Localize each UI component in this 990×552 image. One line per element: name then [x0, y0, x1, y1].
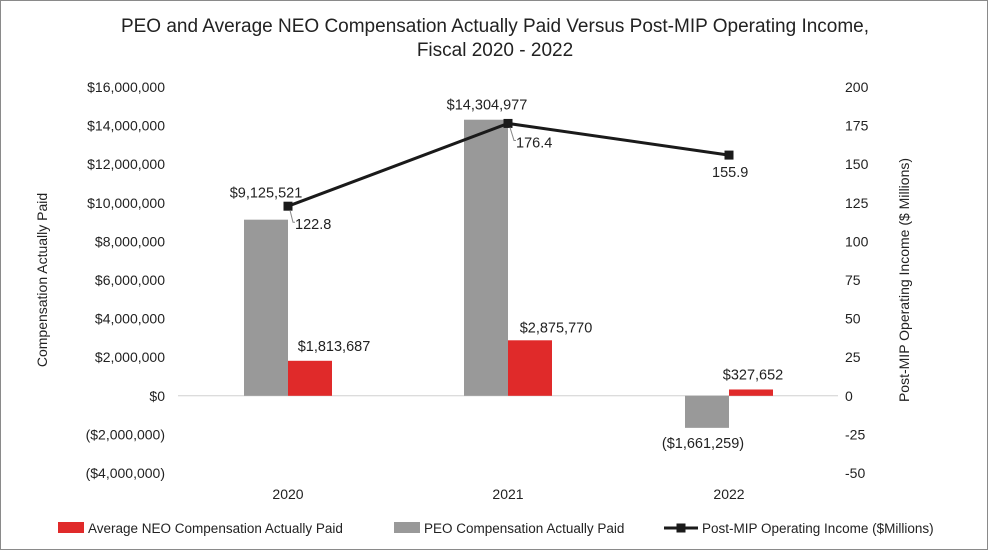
y-right-tick-label: 150 — [845, 156, 869, 172]
y-left-tick-labels: $16,000,000 $14,000,000 $12,000,000 $10,000… — [86, 79, 166, 481]
y-right-tick-label: 125 — [845, 195, 869, 211]
legend: Average NEO Compensation Actually Paid PE… — [58, 521, 934, 536]
legend-swatch — [58, 522, 84, 533]
y-right-tick-label: -50 — [845, 465, 865, 481]
operating-income-data-label: 122.8 — [295, 217, 331, 233]
operating-income-leader-line — [289, 210, 295, 223]
legend-marker — [676, 523, 686, 533]
y-right-tick-label: 175 — [845, 118, 869, 134]
y-left-tick-label: $4,000,000 — [95, 311, 165, 327]
operating-income-data-label: 176.4 — [516, 135, 552, 151]
x-tick-label: 2020 — [272, 486, 303, 502]
y-right-tick-labels: 200 175 150 125 100 75 50 25 0 -25 -50 — [845, 79, 869, 481]
legend-label: Average NEO Compensation Actually Paid — [88, 521, 343, 536]
y-left-axis-title: Compensation Actually Paid — [34, 193, 50, 367]
x-tick-labels: 2020 2021 2022 — [272, 486, 744, 502]
peo-data-label: ($1,661,259) — [662, 436, 744, 452]
operating-income-marker — [283, 201, 293, 211]
chart-title: PEO and Average NEO Compensation Actuall… — [121, 16, 869, 61]
y-left-tick-label: $2,000,000 — [95, 349, 165, 365]
x-tick-label: 2021 — [492, 486, 523, 502]
y-right-tick-label: 25 — [845, 349, 861, 365]
neo-bar — [729, 389, 773, 396]
peo-bar — [464, 119, 508, 396]
y-left-tick-label: $0 — [149, 388, 165, 404]
operating-income-leader-line — [509, 127, 516, 141]
peo-bar — [685, 395, 729, 428]
chart-title-line-1: PEO and Average NEO Compensation Actuall… — [121, 16, 869, 37]
y-left-tick-label: $14,000,000 — [87, 118, 165, 134]
y-left-tick-label: $6,000,000 — [95, 272, 165, 288]
y-right-tick-label: -25 — [845, 426, 865, 442]
operating-income-data-label: 155.9 — [712, 165, 748, 181]
operating-income-marker — [724, 150, 734, 160]
peo-data-label: $9,125,521 — [230, 186, 303, 202]
neo-data-label: $1,813,687 — [298, 339, 371, 355]
y-left-tick-label: ($2,000,000) — [86, 426, 165, 442]
y-left-tick-label: ($4,000,000) — [86, 465, 165, 481]
neo-bar — [288, 360, 332, 396]
y-right-tick-label: 50 — [845, 311, 861, 327]
operating-income-line — [287, 121, 730, 208]
legend-label: Post-MIP Operating Income ($Millions) — [702, 521, 934, 536]
y-right-tick-label: 75 — [845, 272, 861, 288]
data-labels: $9,125,521 $14,304,977 ($1,661,259) $1,813,… — [230, 98, 784, 452]
operating-income-marker — [503, 118, 513, 128]
y-right-axis-title: Post-MIP Operating Income ($ Millions) — [896, 158, 912, 402]
y-left-tick-label: $10,000,000 — [87, 195, 165, 211]
neo-data-label: $2,875,770 — [520, 320, 593, 336]
y-right-tick-label: 100 — [845, 233, 869, 249]
y-right-tick-label: 0 — [845, 388, 853, 404]
peo-bar — [244, 219, 288, 396]
neo-bar — [508, 340, 552, 396]
neo-data-label: $327,652 — [723, 367, 783, 383]
legend-label: PEO Compensation Actually Paid — [424, 521, 624, 536]
peo-data-label: $14,304,977 — [447, 98, 528, 114]
legend-swatch — [394, 522, 420, 533]
line-series — [283, 118, 734, 211]
bars — [244, 119, 773, 428]
y-left-tick-label: $12,000,000 — [87, 156, 165, 172]
y-right-tick-label: 200 — [845, 79, 869, 95]
y-left-tick-label: $8,000,000 — [95, 233, 165, 249]
x-tick-label: 2022 — [713, 486, 744, 502]
y-left-tick-label: $16,000,000 — [87, 79, 165, 95]
chart-title-line-2: Fiscal 2020 - 2022 — [417, 40, 573, 61]
